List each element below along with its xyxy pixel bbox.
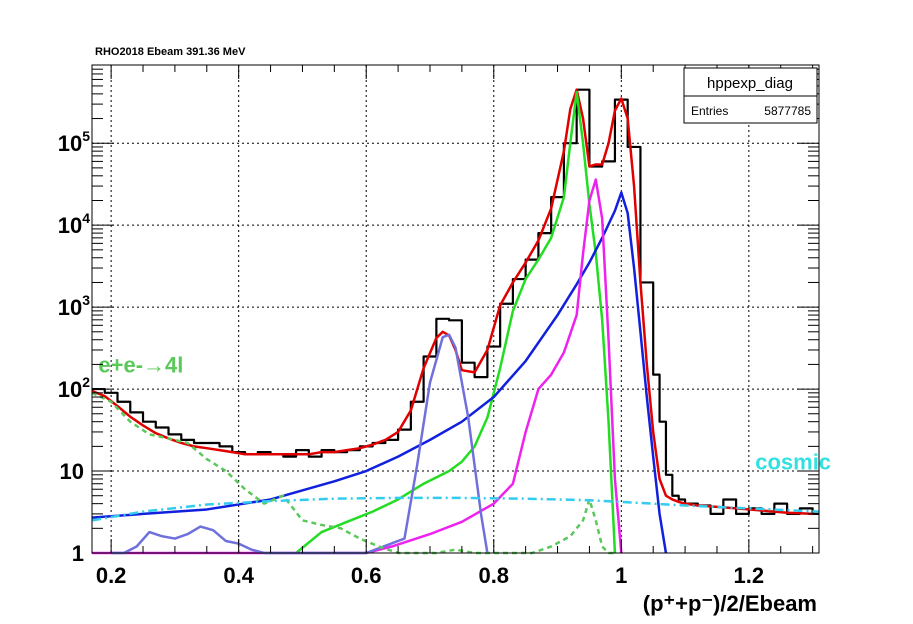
series-line-7: [91, 496, 820, 522]
axis-ticks: [92, 64, 819, 554]
y-tick-label-2: 102: [58, 374, 90, 402]
stats-entries-value: 5877785: [764, 104, 811, 118]
stats-entries-label: Entries: [691, 104, 728, 118]
annotations: e+e-→4l cosmic: [98, 352, 831, 474]
plot-frame: [91, 64, 820, 554]
grid-lines: [92, 65, 819, 554]
y-tick-label-0: 1: [72, 541, 84, 566]
x-tick-label-3: 0.8: [478, 563, 509, 588]
y-tick-label-4: 104: [58, 210, 90, 238]
series-line-6: [91, 391, 615, 555]
series-line-2: [295, 90, 617, 554]
series-line-1: [91, 88, 813, 516]
x-tick-label-1: 0.4: [223, 563, 254, 588]
series-line-3: [91, 191, 668, 554]
annotation-1: cosmic: [755, 449, 831, 474]
stats-box: hppexp_diag Entries 5877785: [683, 67, 818, 124]
stats-name: hppexp_diag: [707, 75, 793, 92]
y-tick-labels: 1 10 102 103 104 105: [58, 128, 90, 566]
x-tick-label-0: 0.2: [96, 563, 127, 588]
series-layer: [91, 88, 820, 555]
series-line-4: [92, 178, 623, 555]
x-tick-labels: 0.2 0.4 0.6 0.8 1 1.2: [96, 563, 764, 588]
x-axis-label: (p⁺+p⁻)/2/Ebeam: [643, 591, 817, 616]
y-tick-label-3: 103: [58, 292, 90, 320]
series-line-0: [92, 88, 819, 515]
x-tick-label-2: 0.6: [351, 563, 382, 588]
chart-title: RHO2018 Ebeam 391.36 MeV: [95, 46, 246, 58]
y-tick-label-5: 105: [58, 128, 90, 156]
x-tick-label-4: 1: [615, 563, 627, 588]
annotation-0: e+e-→4l: [98, 352, 183, 377]
x-tick-label-5: 1.2: [734, 563, 765, 588]
y-tick-label-1: 10: [60, 459, 84, 484]
